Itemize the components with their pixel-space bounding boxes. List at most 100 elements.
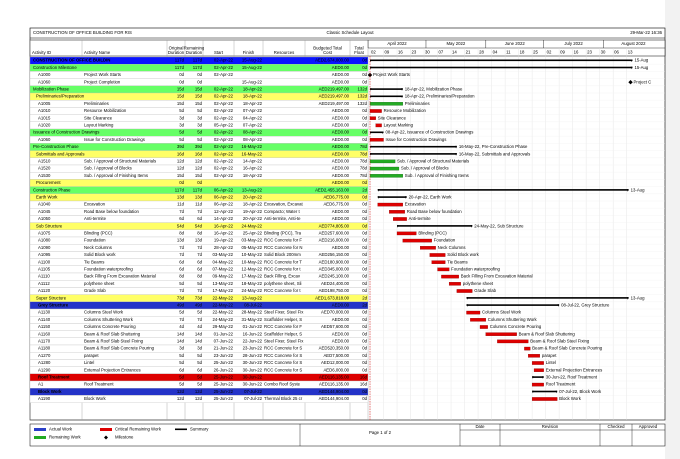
activity-name: Roof Treatment <box>84 382 114 387</box>
bar-label: Lintel <box>546 360 556 365</box>
cell-float: 0d <box>362 223 367 228</box>
cell-od: 6d <box>179 216 184 221</box>
cell-start: 07-May-22 <box>212 267 233 272</box>
activity-id: A1075 <box>38 231 51 236</box>
cell-finish: 18-Apr-22 <box>243 101 263 106</box>
activity-id: A1112 <box>38 281 50 286</box>
cell-start: 02-Apr-22 <box>214 130 234 135</box>
summary-bar <box>397 225 473 227</box>
cell-start: 28-Apr-22 <box>214 245 234 250</box>
cell-start: 02-Apr-22 <box>214 72 234 77</box>
cell-finish: 10-May-22 <box>241 259 262 264</box>
cell-rd: 13d <box>195 238 203 243</box>
row-bg <box>29 395 369 403</box>
cell-float: 0d <box>362 65 367 70</box>
cell-cost: AED0.00 <box>332 108 350 113</box>
cell-cost: AED6,775.00 <box>323 202 349 207</box>
cell-start: 25-Jun-22 <box>214 396 234 401</box>
week-label: 09 <box>385 50 390 55</box>
bar-label: Foundation waterproofing <box>451 267 500 272</box>
cell-start: 02-Apr-22 <box>214 173 234 178</box>
cell-cost: AED0.00 <box>332 115 350 120</box>
activity-name: Issuance of Construction Drawings <box>33 130 99 135</box>
legend-label: Remaining Work <box>49 435 82 440</box>
activity-name: Sub Structure <box>36 223 63 228</box>
column-header: Total <box>354 46 363 51</box>
activity-id: A1530 <box>38 173 51 178</box>
cell-float: 0d <box>362 209 367 214</box>
cell-finish: 13-Aug-22 <box>242 187 263 192</box>
critical-bar <box>431 260 446 264</box>
cell-res: RCC Concrete for F <box>264 238 302 243</box>
activity-id: A1060 <box>38 137 51 142</box>
cell-rd: 12d <box>195 389 203 394</box>
week-label: 02 <box>547 50 552 55</box>
cell-start: 26-Jun-22 <box>214 367 234 372</box>
cell-float: 0d <box>362 360 367 365</box>
cell-cost: AED0.00 <box>332 303 350 308</box>
week-label: 02 <box>371 50 376 55</box>
cell-cost: AED70,000.00 <box>321 310 350 315</box>
cell-start: 02-Apr-22 <box>214 58 234 63</box>
cell-od: 15d <box>177 173 185 178</box>
cell-cost: AED116,135.00 <box>319 375 350 380</box>
activity-id: A1130 <box>38 310 51 315</box>
activity-id: A1270 <box>38 353 51 358</box>
cell-cost: AED245,100.00 <box>319 274 350 279</box>
bar-label: parapet <box>542 353 557 358</box>
cell-od: 15d <box>177 94 185 99</box>
activity-id: A1105 <box>38 267 51 272</box>
cell-finish: 07-Apr-22 <box>243 123 263 128</box>
bar-label: External Projection Entrances <box>546 367 603 372</box>
cell-finish: 15-Aug-22 <box>242 65 263 70</box>
activity-name: Beam & Roof Slab Steel Fixing <box>84 339 144 344</box>
activity-name: Preliminaries/Preparation <box>36 94 85 99</box>
cell-start: 16-Apr-22 <box>214 231 234 236</box>
activity-id: A1010 <box>38 108 51 113</box>
column-header: Finish <box>243 50 255 55</box>
cell-od: 7d <box>179 209 184 214</box>
activity-name: Submittals and Approvals <box>36 151 85 156</box>
cell-start: 02-Apr-22 <box>214 94 234 99</box>
cell-res: RCC Concrete for N <box>264 245 302 250</box>
bar-label: Solid Block work <box>447 252 479 257</box>
cell-finish: 25-Apr-22 <box>243 231 263 236</box>
cell-rd: 15d <box>195 101 203 106</box>
activity-id: A1060 <box>38 79 51 84</box>
week-label: 09 <box>560 50 565 55</box>
cell-float: 78d <box>360 159 368 164</box>
cell-rd: 49d <box>195 303 203 308</box>
activity-name: Issue for Construction Drawings <box>84 137 145 142</box>
cell-cost: AED0.00 <box>332 339 350 344</box>
cell-res: RCC Concrete for S <box>264 367 302 372</box>
cell-cost: AED116,135.00 <box>319 382 350 387</box>
bar-label: Preliminaries <box>405 101 430 106</box>
week-label: 11 <box>506 50 511 55</box>
cell-res: Thermal Block 25 cr <box>264 396 303 401</box>
cell-od: 3d <box>179 346 184 351</box>
activity-name: Site Clearance <box>84 115 113 120</box>
print-date: 29-Mar-22 16:36 <box>630 30 662 35</box>
summary-bar <box>370 153 457 155</box>
activity-name: Sub. / Approval of Blocks <box>84 166 132 171</box>
remaining-bar <box>369 159 396 164</box>
bar-label: Columns Concrete Pouring <box>490 324 542 329</box>
cell-cost: AED198,750.00 <box>319 288 350 293</box>
cell-float: 0d <box>362 331 367 336</box>
activity-name: Columns Steel Work <box>84 310 124 315</box>
cell-start: 02-Apr-22 <box>214 151 234 156</box>
critical-bar <box>470 318 486 322</box>
cell-start: 25-Jun-22 <box>214 375 234 380</box>
cell-rd: 0d <box>197 79 202 84</box>
footer-heading: Date <box>475 424 485 429</box>
cell-float: 16d <box>360 382 368 387</box>
cell-od: 117d <box>175 58 185 63</box>
bar-label: 08-Apr-22, Issuance of Construction Draw… <box>386 130 474 135</box>
cell-od: 4d <box>179 324 184 329</box>
cell-float: 78d <box>360 151 368 156</box>
week-label: 25 <box>533 50 538 55</box>
cell-od: 49d <box>177 303 185 308</box>
cell-od: 5d <box>179 130 184 135</box>
cell-od: 15d <box>177 87 185 92</box>
bar-label: Roof Treatment <box>546 382 576 387</box>
